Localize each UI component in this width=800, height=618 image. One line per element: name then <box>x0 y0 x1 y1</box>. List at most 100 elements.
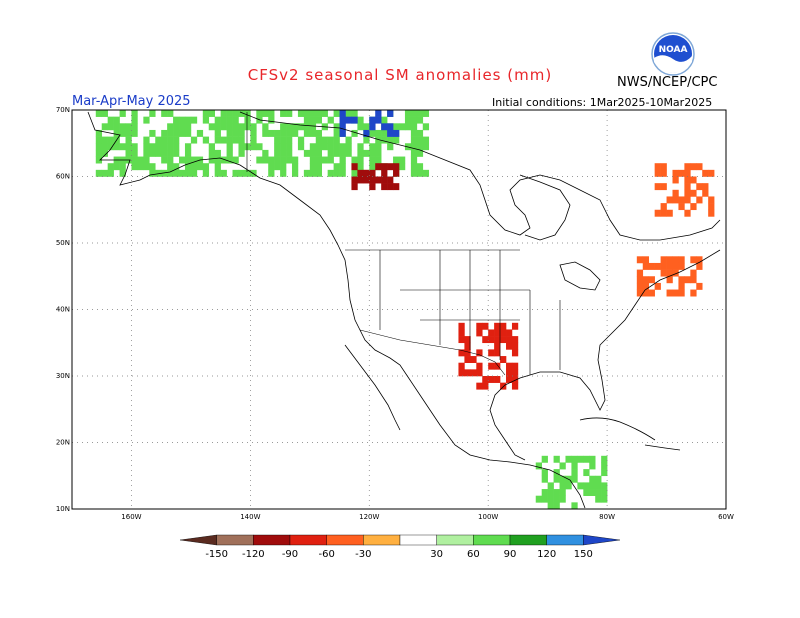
initial-conditions: Initial conditions: 1Mar2025-10Mar2025 <box>492 96 713 109</box>
anomaly-cell <box>309 143 317 151</box>
anomaly-cell <box>678 262 685 270</box>
anomaly-cell <box>202 163 210 171</box>
legend-swatch <box>399 534 437 546</box>
anomaly-cell <box>309 163 317 171</box>
anomaly-cell <box>416 149 424 157</box>
anomaly-cell <box>553 502 560 510</box>
anomaly-cell <box>220 123 227 131</box>
anomaly-cell <box>696 282 703 290</box>
anomaly-cell <box>541 469 548 477</box>
anomaly-cell <box>690 276 697 284</box>
anomaly-cell <box>696 183 703 191</box>
anomaly-cell <box>696 256 703 264</box>
anomaly-cell <box>500 322 507 330</box>
anomaly-cell <box>190 136 198 144</box>
anomaly-cell <box>95 110 103 117</box>
anomaly-cell <box>286 156 293 164</box>
anomaly-cell <box>500 329 507 337</box>
anomaly-cell <box>291 169 299 177</box>
latitude-labels: 70N 60N 50N 40N 30N 20N 10N <box>56 106 70 513</box>
anomaly-cell <box>666 256 673 264</box>
anomaly-cell <box>678 289 685 297</box>
anomaly-cell <box>202 110 210 117</box>
anomaly-cell <box>363 176 370 184</box>
anomaly-cell <box>494 376 501 383</box>
legend-swatch <box>583 534 621 546</box>
anomaly-cell <box>161 110 168 117</box>
anomaly-cell <box>173 116 180 124</box>
anomaly-cell <box>345 116 352 124</box>
anomaly-cell <box>363 169 370 177</box>
anomaly-cell <box>339 149 346 157</box>
anomaly-cell <box>577 455 584 463</box>
anomaly-cell <box>167 149 174 157</box>
anomaly-cell <box>333 110 340 117</box>
anomaly-cell <box>286 110 293 117</box>
anomaly-cell <box>113 116 120 124</box>
anomaly-cell <box>494 329 501 337</box>
anomaly-cell <box>202 116 210 124</box>
anomaly-cell <box>381 123 388 131</box>
anomaly-cell <box>375 149 382 157</box>
anomaly-cell <box>393 169 400 177</box>
anomaly-cell <box>107 163 114 171</box>
anomaly-cell <box>351 183 358 191</box>
anomaly-cell <box>131 149 138 157</box>
anomaly-cell <box>149 110 156 117</box>
legend-label: -30 <box>355 549 371 560</box>
anomaly-cells <box>95 110 715 510</box>
anomaly-cell <box>309 169 317 177</box>
anomaly-cell <box>184 156 192 164</box>
anomaly-cell <box>369 163 376 171</box>
anomaly-cell <box>410 123 418 131</box>
anomaly-cell <box>238 123 245 131</box>
anomaly-cell <box>381 129 388 137</box>
anomaly-cell <box>500 356 507 363</box>
anomaly-cell <box>541 475 548 483</box>
anomaly-cell <box>125 123 132 131</box>
anomaly-cell <box>131 143 138 151</box>
anomaly-cell <box>393 183 400 191</box>
anomaly-cell <box>345 136 352 144</box>
anomaly-cell <box>696 262 703 270</box>
svg-text:NOAA: NOAA <box>659 45 688 55</box>
anomaly-cell <box>232 116 239 124</box>
anomaly-cell <box>196 163 204 171</box>
anomaly-cell <box>476 362 483 370</box>
anomaly-cell <box>690 203 697 211</box>
anomaly-cell <box>494 336 501 344</box>
anomaly-cell <box>274 129 281 137</box>
legend-swatch <box>326 534 364 546</box>
anomaly-cell <box>244 110 251 117</box>
anomaly-cell <box>690 176 697 184</box>
anomaly-cell <box>250 129 257 137</box>
anomaly-cell <box>511 376 519 383</box>
anomaly-cell <box>666 269 673 277</box>
anomaly-cell <box>642 256 650 264</box>
anomaly-cell <box>416 143 424 151</box>
anomaly-cell <box>636 256 644 264</box>
anomaly-cell <box>351 176 358 184</box>
anomaly-cell <box>702 183 709 191</box>
anomaly-cell <box>654 163 661 171</box>
anomaly-cell <box>410 169 418 177</box>
anomaly-cell <box>506 336 513 344</box>
anomaly-cell <box>500 336 507 344</box>
anomaly-cell <box>291 163 299 171</box>
anomaly-cell <box>291 156 299 164</box>
anomaly-cell <box>131 123 138 131</box>
anomaly-cell <box>113 143 120 151</box>
anomaly-cell <box>399 163 406 171</box>
anomaly-cell <box>351 116 358 124</box>
anomaly-cell <box>244 169 251 177</box>
anomaly-cell <box>214 149 221 157</box>
lon-label: 120W <box>359 513 379 521</box>
legend-label: 120 <box>537 549 556 560</box>
anomaly-cell <box>399 156 406 164</box>
anomaly-cell <box>101 110 108 117</box>
anomaly-cell <box>666 209 673 217</box>
anomaly-cell <box>244 123 251 131</box>
anomaly-cell <box>309 149 317 157</box>
anomaly-cell <box>208 123 215 131</box>
anomaly-cell <box>672 289 679 297</box>
